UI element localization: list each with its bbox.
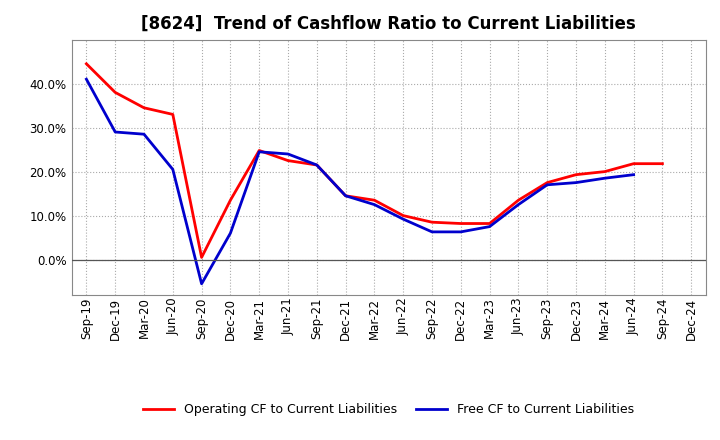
Operating CF to Current Liabilities	[255, 148, 264, 153]
Operating CF to Current Liabilities	[600, 169, 609, 174]
Line: Operating CF to Current Liabilities: Operating CF to Current Liabilities	[86, 64, 662, 257]
Operating CF to Current Liabilities	[543, 180, 552, 185]
Free CF to Current Liabilities	[312, 162, 321, 168]
Operating CF to Current Liabilities	[370, 198, 379, 203]
Free CF to Current Liabilities	[572, 180, 580, 185]
Operating CF to Current Liabilities	[168, 112, 177, 117]
Operating CF to Current Liabilities	[428, 220, 436, 225]
Free CF to Current Liabilities	[514, 202, 523, 207]
Free CF to Current Liabilities	[82, 77, 91, 82]
Free CF to Current Liabilities	[341, 193, 350, 198]
Free CF to Current Liabilities	[629, 172, 638, 177]
Operating CF to Current Liabilities	[312, 162, 321, 168]
Free CF to Current Liabilities	[399, 216, 408, 222]
Operating CF to Current Liabilities	[456, 221, 465, 226]
Free CF to Current Liabilities	[284, 151, 292, 157]
Free CF to Current Liabilities	[543, 182, 552, 187]
Operating CF to Current Liabilities	[197, 255, 206, 260]
Free CF to Current Liabilities	[255, 149, 264, 154]
Free CF to Current Liabilities	[600, 176, 609, 181]
Operating CF to Current Liabilities	[629, 161, 638, 166]
Free CF to Current Liabilities	[456, 229, 465, 235]
Free CF to Current Liabilities	[140, 132, 148, 137]
Legend: Operating CF to Current Liabilities, Free CF to Current Liabilities: Operating CF to Current Liabilities, Fre…	[138, 398, 639, 421]
Operating CF to Current Liabilities	[284, 158, 292, 163]
Operating CF to Current Liabilities	[341, 193, 350, 198]
Operating CF to Current Liabilities	[572, 172, 580, 177]
Free CF to Current Liabilities	[428, 229, 436, 235]
Free CF to Current Liabilities	[485, 224, 494, 229]
Title: [8624]  Trend of Cashflow Ratio to Current Liabilities: [8624] Trend of Cashflow Ratio to Curren…	[141, 15, 636, 33]
Operating CF to Current Liabilities	[485, 221, 494, 226]
Free CF to Current Liabilities	[226, 231, 235, 236]
Free CF to Current Liabilities	[168, 167, 177, 172]
Line: Free CF to Current Liabilities: Free CF to Current Liabilities	[86, 79, 634, 284]
Operating CF to Current Liabilities	[111, 90, 120, 95]
Free CF to Current Liabilities	[111, 129, 120, 135]
Operating CF to Current Liabilities	[82, 61, 91, 66]
Free CF to Current Liabilities	[197, 281, 206, 286]
Operating CF to Current Liabilities	[399, 213, 408, 218]
Operating CF to Current Liabilities	[514, 198, 523, 203]
Free CF to Current Liabilities	[370, 202, 379, 207]
Operating CF to Current Liabilities	[658, 161, 667, 166]
Operating CF to Current Liabilities	[226, 198, 235, 203]
Operating CF to Current Liabilities	[140, 105, 148, 110]
